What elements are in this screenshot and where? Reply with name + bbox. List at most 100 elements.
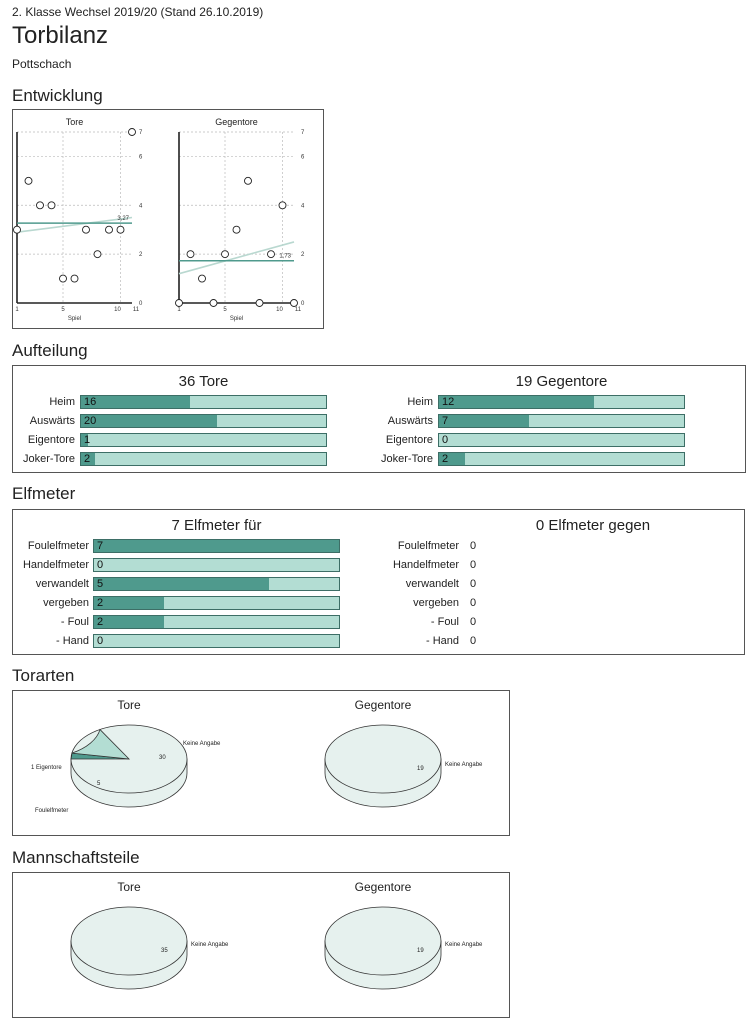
y-tick-label: 7 xyxy=(301,130,305,136)
data-point xyxy=(47,201,56,210)
value-bar: 7 xyxy=(93,539,340,553)
value-bar-label: 5 xyxy=(97,578,104,590)
row-label: Heim xyxy=(407,396,433,408)
elfmeter-gegen-title: 0 Elfmeter gegen xyxy=(535,517,651,534)
data-point xyxy=(186,250,195,259)
x-tick-label: 1 xyxy=(15,307,19,313)
value-bar: 0 xyxy=(438,433,685,447)
value-bar-label: 2 xyxy=(442,453,449,465)
pie-legend-label: Keine Angabe xyxy=(191,942,229,948)
page-title: Torbilanz xyxy=(12,22,109,49)
row-label: Joker-Tore xyxy=(381,453,433,465)
torarten-pies: Tore Keine Angabe 30 1 Eigentore 5 Foulelfmet… xyxy=(31,698,483,814)
value-bar: 1 xyxy=(80,433,327,447)
row-label: - Foul xyxy=(430,616,459,628)
row-label: Eigentore xyxy=(27,434,75,446)
x-tick-label: 10 xyxy=(276,307,283,313)
pie-title: Gegentore xyxy=(355,698,412,712)
value-bar-fill xyxy=(94,616,164,628)
value-bar: 0 xyxy=(93,634,340,648)
value-bar-label: 12 xyxy=(442,396,455,408)
data-point xyxy=(267,250,275,259)
row-value: 0 xyxy=(470,616,477,628)
trend-line xyxy=(178,241,295,275)
row-value: 0 xyxy=(470,578,477,590)
value-bar: 0 xyxy=(93,558,340,572)
data-point xyxy=(209,299,218,307)
value-bar-label: 20 xyxy=(84,415,97,427)
pie-slice xyxy=(70,906,188,976)
scatter-title: Tore xyxy=(66,117,84,127)
mannschaftsteile-pies: Tore Keine Angabe 35 Gegentore Keine Angabe 1… xyxy=(70,880,483,990)
data-point xyxy=(290,299,298,307)
pie-legend-label: 1 Eigentore xyxy=(31,765,62,771)
pie-slice xyxy=(71,728,131,760)
row-label: vergeben xyxy=(43,597,89,609)
x-axis-label: Spiel xyxy=(230,316,243,322)
row-label: verwandelt xyxy=(405,578,459,590)
x-tick-label: 10 xyxy=(114,307,121,313)
data-point xyxy=(255,299,264,307)
aufteilung-panel: 36 Tore 19 Gegentore Heim 16 Auswärts 20 Eig… xyxy=(12,365,746,473)
data-point xyxy=(59,274,67,283)
value-bar: 2 xyxy=(80,452,327,466)
row-label: Auswärts xyxy=(387,415,433,427)
x-tick-label: 5 xyxy=(61,307,65,313)
value-bar-fill xyxy=(81,415,218,427)
data-point xyxy=(128,128,136,136)
entwicklung-charts: Tore 0 2 4 6 7 1 5 10 11 Spiel 3,27 Gegentore 0 2 4 6 7 1 5… xyxy=(13,117,305,322)
pie-legend-label: Keine Angabe xyxy=(445,762,483,768)
data-point xyxy=(221,250,229,259)
section-entwicklung: Entwicklung xyxy=(12,86,103,105)
row-label: Auswärts xyxy=(29,415,75,427)
value-bar-label: 16 xyxy=(84,396,97,408)
value-bar-fill xyxy=(81,396,190,408)
y-tick-label: 4 xyxy=(301,203,305,209)
scatter-title: Gegentore xyxy=(215,117,258,127)
value-bar-label: 0 xyxy=(97,635,104,647)
data-point xyxy=(24,176,33,185)
data-point xyxy=(36,201,44,210)
value-bar-fill xyxy=(439,415,530,427)
pie-title: Tore xyxy=(117,698,141,712)
value-bar: 12 xyxy=(438,395,685,409)
data-point xyxy=(278,201,287,210)
row-label: Handelfmeter xyxy=(22,559,89,571)
value-bar-fill xyxy=(81,453,95,465)
pie-slice xyxy=(324,906,442,976)
data-point xyxy=(82,225,90,234)
trend-line xyxy=(16,216,133,233)
data-point xyxy=(175,299,183,307)
row-value: 0 xyxy=(470,559,477,571)
data-point xyxy=(13,225,21,234)
row-label: Joker-Tore xyxy=(23,453,75,465)
average-label: 3,27 xyxy=(117,216,129,222)
value-bar: 2 xyxy=(93,596,340,610)
row-label: - Hand xyxy=(425,635,459,647)
row-value: 0 xyxy=(470,635,477,647)
section-aufteilung: Aufteilung xyxy=(12,341,88,360)
data-point xyxy=(232,225,241,234)
value-bar: 2 xyxy=(93,615,340,629)
torarten-panel: Tore Keine Angabe 30 1 Eigentore 5 Foulelfmet… xyxy=(12,690,510,836)
row-label: vergeben xyxy=(413,597,459,609)
value-bar-fill xyxy=(81,434,88,446)
y-tick-label: 0 xyxy=(139,301,143,307)
y-tick-label: 6 xyxy=(301,154,305,160)
league-subtitle: 2. Klasse Wechsel 2019/20 (Stand 26.10.2… xyxy=(12,5,264,19)
value-bar-label: 2 xyxy=(97,597,104,609)
data-point xyxy=(244,176,252,185)
team-name: Pottschach xyxy=(12,57,72,71)
x-axis-label: Spiel xyxy=(68,316,81,322)
section-mannschaftsteile: Mannschaftsteile xyxy=(12,848,140,867)
entwicklung-panel: Tore 0 2 4 6 7 1 5 10 11 Spiel 3,27 Gegentore 0 2 4 6 7 1 5… xyxy=(12,109,324,329)
data-point xyxy=(93,250,102,259)
value-bar-fill xyxy=(439,453,465,465)
pie-value-label: 19 xyxy=(417,948,424,954)
row-label: Handelfmeter xyxy=(392,559,459,571)
data-point xyxy=(70,274,79,283)
row-label: - Hand xyxy=(55,635,89,647)
row-value: 0 xyxy=(470,540,477,552)
value-bar-label: 2 xyxy=(84,453,91,465)
value-bar-label: 1 xyxy=(84,434,91,446)
